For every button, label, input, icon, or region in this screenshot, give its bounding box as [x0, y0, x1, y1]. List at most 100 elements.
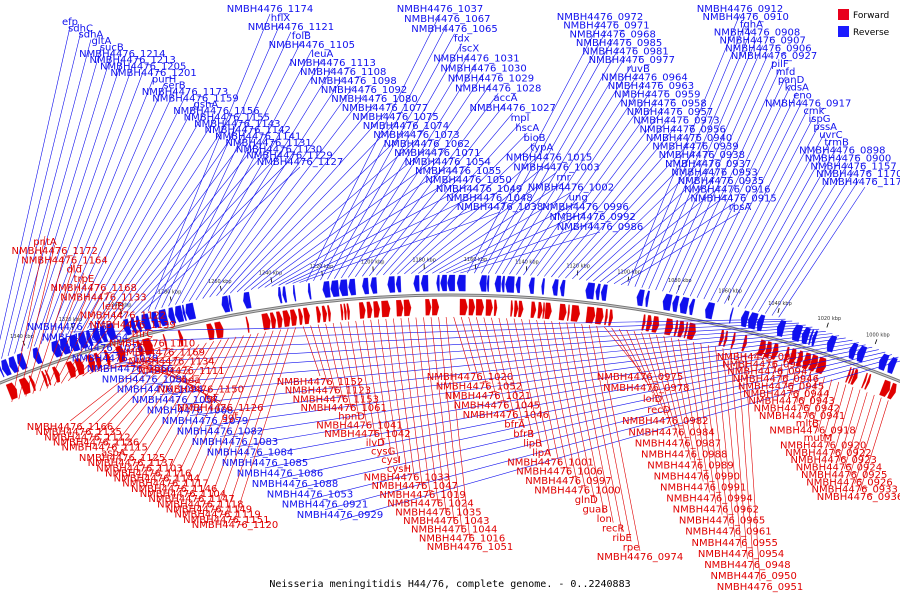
- gene-label[interactable]: NMBH4476_0907: [720, 36, 806, 47]
- gene-label[interactable]: NMBH4476_0944: [743, 389, 829, 400]
- gene-label[interactable]: pntA: [33, 237, 57, 248]
- gene-label[interactable]: NMBH4476_1131: [225, 138, 311, 149]
- gene-label[interactable]: aspA: [101, 448, 126, 459]
- gene-label[interactable]: NMBH4476_0994: [666, 494, 752, 505]
- gene-label[interactable]: NMBH4476_1160: [27, 322, 113, 333]
- gene-label[interactable]: NMBH4476_1170: [816, 169, 900, 180]
- gene-label[interactable]: cmk: [803, 106, 824, 117]
- gene-label[interactable]: NMBH4476_1024: [387, 499, 473, 510]
- gene-label[interactable]: NMBH4476_1048: [446, 193, 532, 204]
- gene-label[interactable]: NMBH4476_0922: [785, 448, 871, 459]
- gene-label[interactable]: rpsA: [729, 202, 752, 213]
- gene-label[interactable]: NMBH4476_1133: [60, 292, 146, 303]
- gene-label[interactable]: NMBH4476_1205: [100, 62, 186, 73]
- gene-label[interactable]: NMBH4476_1079: [162, 416, 248, 427]
- gene-label[interactable]: NMBH4476_1053: [267, 489, 353, 500]
- gene-label[interactable]: bioB: [523, 133, 545, 144]
- gene-label[interactable]: NMBH4476_0946: [733, 374, 819, 385]
- gene-label[interactable]: panD: [778, 75, 805, 86]
- gene-label[interactable]: NMBH4476_0974: [597, 552, 683, 563]
- forward-gene-feature-23[interactable]: [289, 309, 298, 326]
- gene-label[interactable]: mltB: [796, 418, 819, 429]
- forward-gene-feature-83[interactable]: [861, 372, 868, 389]
- gene-label[interactable]: NMBH4476_1104: [140, 489, 226, 500]
- gene-label[interactable]: cysH: [387, 464, 411, 475]
- gene-label[interactable]: NMBH4476_1113: [290, 58, 376, 69]
- forward-gene-feature-49[interactable]: [537, 301, 543, 319]
- gene-label[interactable]: NMBH4476_0987: [635, 438, 721, 449]
- reverse-gene-feature-29[interactable]: [307, 283, 312, 300]
- gene-label[interactable]: NMBH4476_0953: [671, 168, 757, 179]
- gene-label[interactable]: NMBH4476_1037: [397, 4, 483, 15]
- gene-label[interactable]: NMBH4476_0958: [620, 98, 706, 109]
- gene-label[interactable]: NMBH4476_1127: [257, 157, 343, 168]
- reverse-gene-feature-60[interactable]: [672, 295, 680, 313]
- gene-label[interactable]: NMBH4476_1121: [248, 22, 334, 33]
- gene-label[interactable]: ung: [569, 192, 588, 203]
- gene-label[interactable]: lolD: [643, 394, 663, 405]
- gene-label[interactable]: NMBH4476_1144: [114, 474, 200, 485]
- gene-label[interactable]: NMBH4476_0968: [570, 29, 656, 40]
- forward-gene-feature-43[interactable]: [485, 299, 493, 316]
- gene-label[interactable]: ggt: [222, 412, 239, 423]
- gene-label[interactable]: rnr: [556, 173, 571, 184]
- gene-label[interactable]: NMBH4476_0918: [769, 426, 855, 437]
- gene-label[interactable]: NMBH4476_1054: [405, 157, 491, 168]
- forward-gene-feature-65[interactable]: [683, 322, 689, 339]
- gene-label[interactable]: NMBH4476_1029: [448, 73, 534, 84]
- gene-label[interactable]: NMBH4476_1141: [215, 132, 301, 143]
- forward-gene-feature-38[interactable]: [425, 299, 432, 316]
- gene-label[interactable]: NMBH4476_0954: [698, 549, 784, 560]
- gene-label[interactable]: NMBH4476_1086: [237, 468, 323, 479]
- gene-label[interactable]: NMBH4476_1147: [148, 494, 234, 505]
- forward-gene-feature-15[interactable]: [177, 330, 184, 347]
- forward-gene-feature-18[interactable]: [245, 316, 250, 333]
- gene-label[interactable]: NMBH4476_1081: [102, 374, 188, 385]
- forward-gene-feature-56[interactable]: [594, 307, 604, 325]
- reverse-gene-feature-7[interactable]: [69, 334, 81, 352]
- reverse-gene-feature-63[interactable]: [705, 302, 716, 320]
- gene-label[interactable]: NMBH4476_1111: [138, 366, 224, 377]
- gene-label[interactable]: fdx: [454, 34, 470, 45]
- gene-label[interactable]: NMBH4476_1134: [128, 357, 214, 368]
- gene-label[interactable]: NMBH4476_1074: [363, 121, 449, 132]
- reverse-gene-feature-62[interactable]: [689, 298, 696, 316]
- forward-gene-feature-52[interactable]: [558, 303, 567, 321]
- gene-label[interactable]: NMBH4476_1120: [192, 520, 278, 531]
- forward-gene-feature-35[interactable]: [381, 300, 391, 318]
- gene-label[interactable]: folB: [292, 31, 311, 42]
- gene-label[interactable]: recR: [602, 524, 625, 535]
- gene-label[interactable]: NMBH4476_1030: [440, 64, 526, 75]
- gene-label[interactable]: thrC: [132, 329, 153, 340]
- gene-label[interactable]: NMBH4476_0959: [614, 90, 700, 101]
- forward-gene-feature-50[interactable]: [542, 302, 545, 319]
- gene-label[interactable]: NMBH4476_1137: [88, 458, 174, 469]
- gene-label[interactable]: NMBH4476_0906: [725, 43, 811, 54]
- gene-label[interactable]: NMBH4476_0962: [673, 505, 759, 516]
- gene-label[interactable]: NMBH4476_0929: [297, 510, 383, 521]
- reverse-gene-feature-20[interactable]: [175, 305, 185, 323]
- gene-label[interactable]: gltA: [91, 36, 111, 47]
- gene-label[interactable]: NMBH4476_1129: [246, 151, 332, 162]
- gene-label[interactable]: NMBH4476_1103: [96, 463, 182, 474]
- reverse-gene-feature-39[interactable]: [420, 275, 429, 292]
- reverse-gene-feature-61[interactable]: [679, 296, 690, 315]
- gene-label[interactable]: NMBH4476_0991: [660, 483, 746, 494]
- gene-label[interactable]: NMBH4476_0938: [659, 150, 745, 161]
- reverse-gene-feature-66[interactable]: [748, 312, 759, 330]
- forward-gene-feature-67[interactable]: [718, 329, 724, 346]
- gene-label[interactable]: glnD: [575, 495, 598, 506]
- gene-label[interactable]: hpnD: [338, 412, 365, 423]
- gene-label[interactable]: NMBH4476_1125: [79, 453, 165, 464]
- gene-label[interactable]: NMBH4476_0939: [652, 142, 738, 153]
- gene-label[interactable]: NMBH4476_1075: [352, 112, 438, 123]
- forward-gene-feature-40[interactable]: [459, 298, 468, 316]
- forward-gene-feature-29[interactable]: [340, 303, 344, 321]
- forward-gene-feature-78[interactable]: [808, 354, 819, 372]
- reverse-gene-feature-15[interactable]: [135, 315, 143, 333]
- forward-gene-feature-26[interactable]: [315, 306, 321, 323]
- reverse-gene-feature-77[interactable]: [887, 357, 898, 374]
- gene-label[interactable]: NMBH4476_1003: [513, 163, 599, 174]
- gene-label[interactable]: NMBH4476_1082: [177, 427, 263, 438]
- gene-label[interactable]: NMBH4476_0985: [576, 38, 662, 49]
